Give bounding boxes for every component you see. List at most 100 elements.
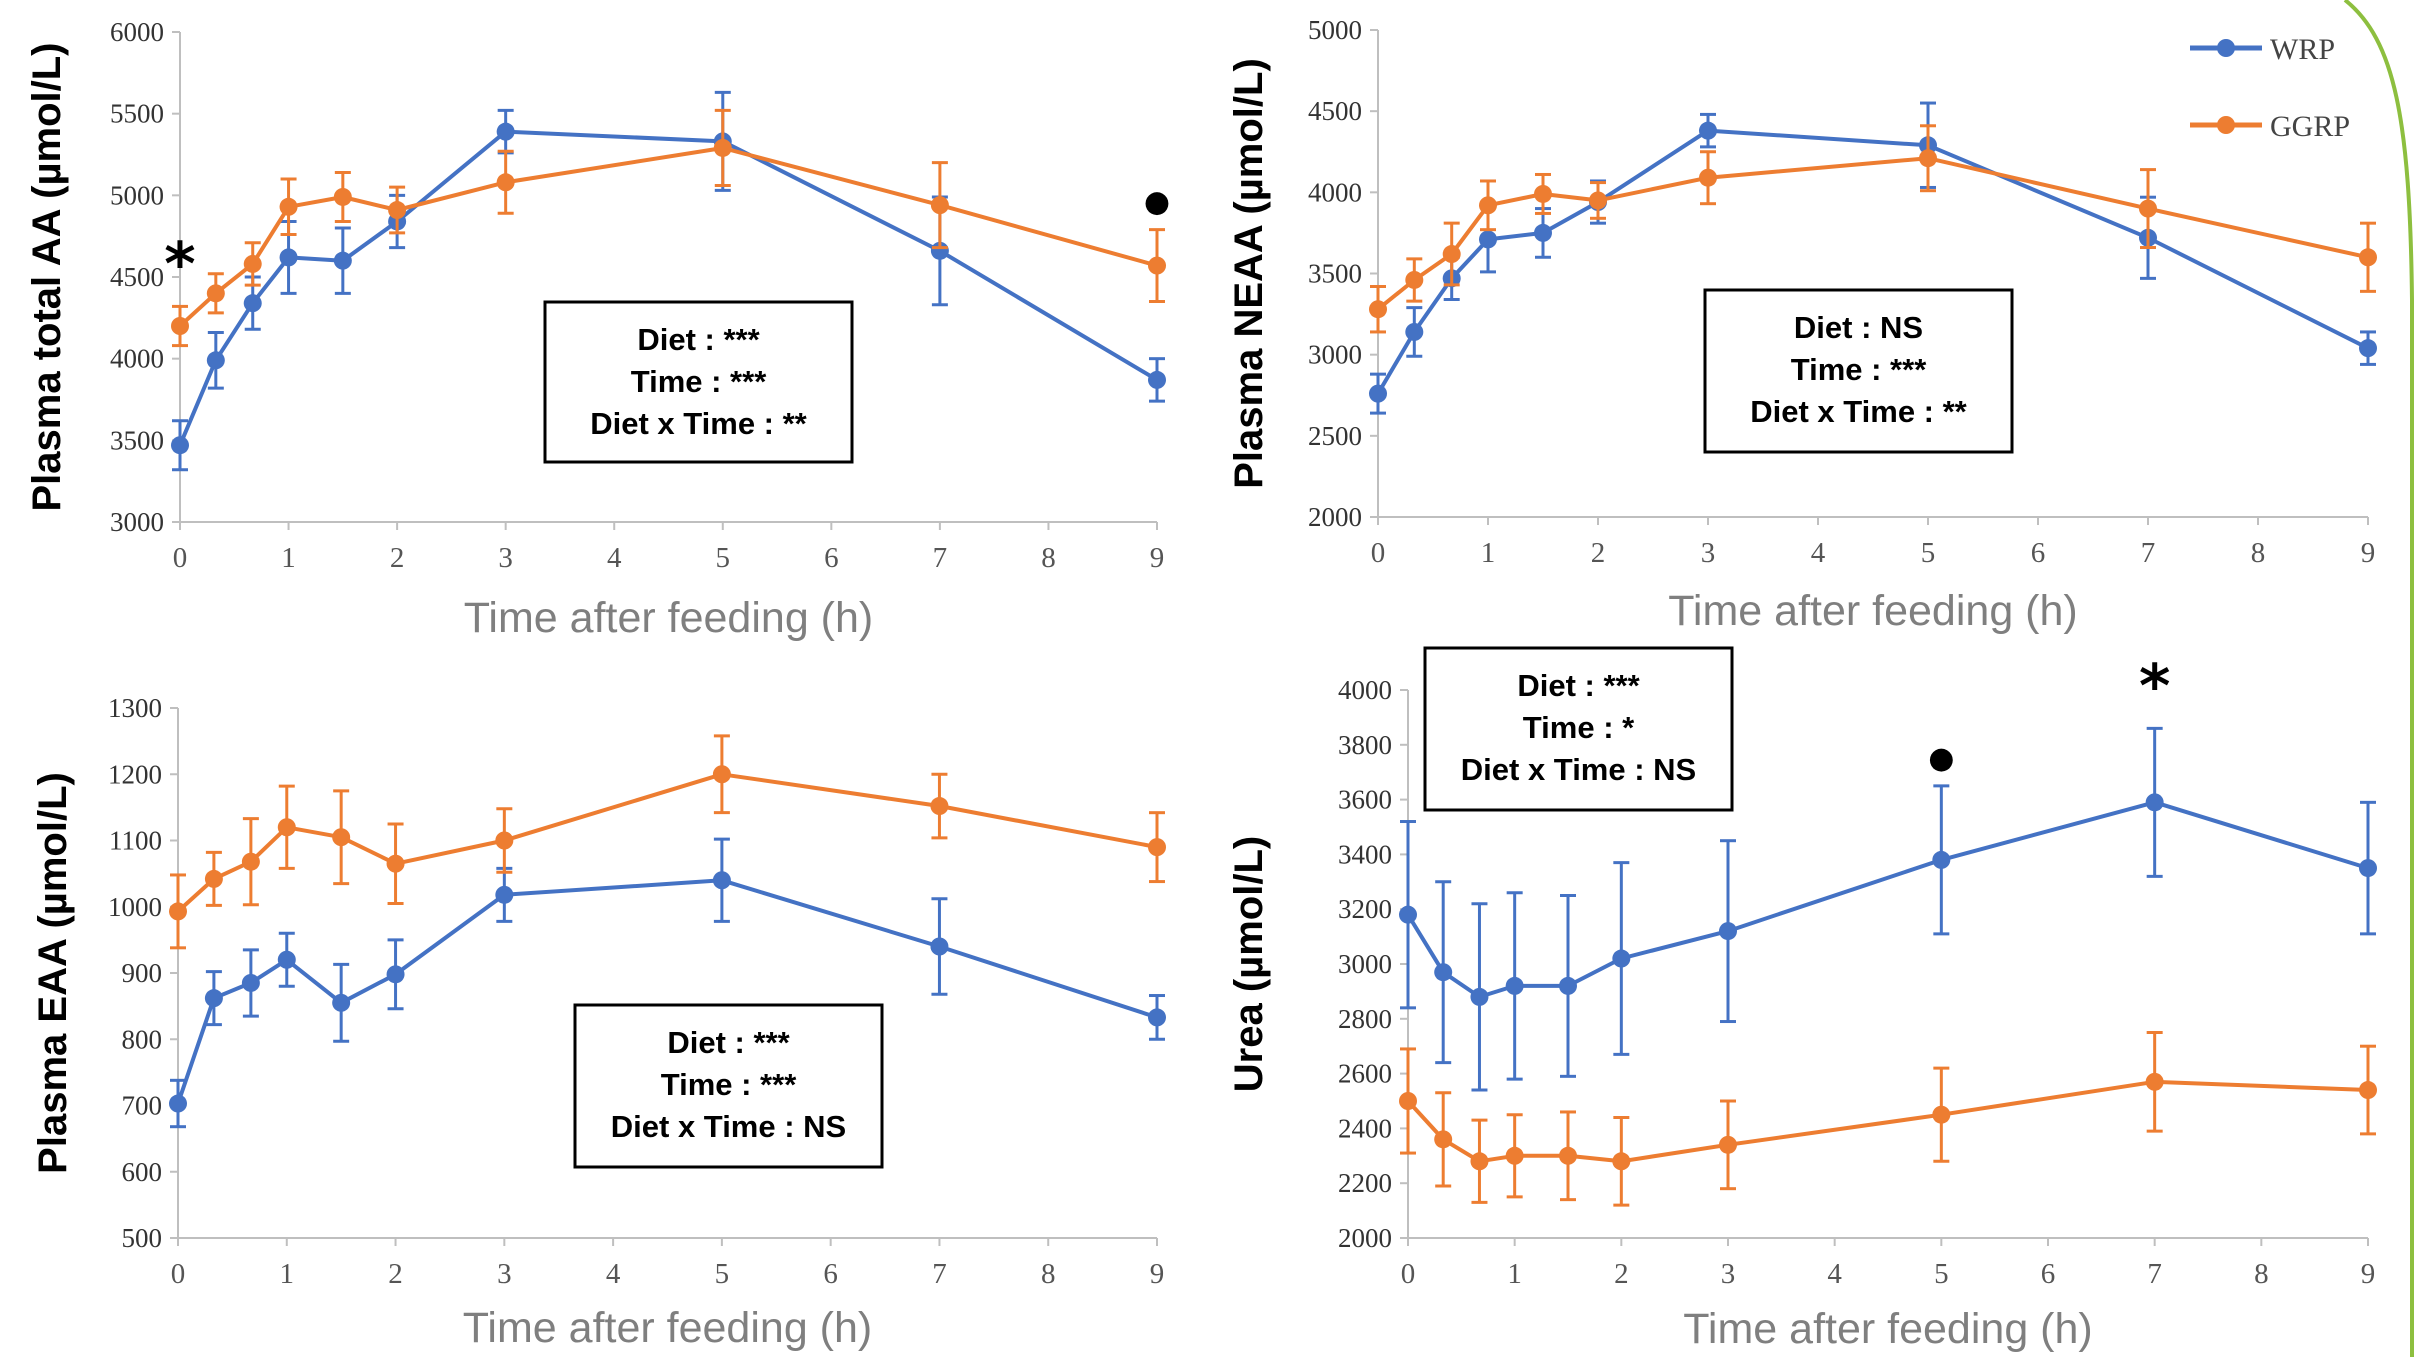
data-point <box>206 351 225 370</box>
x-tick-label: 0 <box>173 542 188 574</box>
stats-box-line: Diet : *** <box>667 1025 790 1060</box>
data-point <box>496 122 515 141</box>
series-ggrp <box>169 734 1166 950</box>
y-tick-label: 5000 <box>1308 15 1362 45</box>
series-line <box>176 772 1158 913</box>
x-tick-label: 6 <box>823 1258 838 1290</box>
y-tick-label: 900 <box>122 958 163 988</box>
data-point <box>2359 1081 2377 1100</box>
y-tick-label: 4500 <box>110 262 164 292</box>
y-tick-label: 3000 <box>110 507 164 537</box>
stats-box-line: Diet x Time : NS <box>611 1109 846 1144</box>
stats-box-line: Diet x Time : ** <box>590 406 807 441</box>
x-axis-title: Time after feeding (h) <box>463 1304 872 1352</box>
x-tick-label: 3 <box>1701 537 1716 569</box>
legend-label: GGRP <box>2270 110 2350 143</box>
data-point <box>386 854 405 873</box>
data-point <box>169 1094 187 1113</box>
y-tick-label: 4000 <box>1308 177 1362 207</box>
y-tick-label: 1000 <box>108 892 162 922</box>
data-point <box>1559 976 1577 995</box>
y-axis-title: Plasma NEAA (µmol/L) <box>1227 58 1271 489</box>
data-point <box>1919 149 1937 168</box>
x-axis-title: Time after feeding (h) <box>1668 587 2077 635</box>
stats-box-line: Time : *** <box>1791 352 1927 387</box>
legend-swatch-marker <box>2217 116 2235 134</box>
x-tick-label: 0 <box>1371 537 1386 569</box>
data-point <box>277 818 296 837</box>
data-point <box>386 965 405 984</box>
y-axis-title: Urea (µmol/L) <box>1227 836 1271 1092</box>
y-tick-label: 6000 <box>110 17 164 47</box>
y-axis-title: Plasma EAA (µmol/L) <box>31 772 75 1174</box>
x-tick-label: 0 <box>1401 1258 1416 1290</box>
y-tick-label: 3500 <box>1308 259 1362 289</box>
y-tick-label: 4000 <box>1338 675 1392 705</box>
data-point <box>332 828 351 847</box>
data-point <box>243 294 262 313</box>
significance-marker: ● <box>1144 185 1170 220</box>
data-point <box>1405 270 1424 289</box>
x-tick-label: 2 <box>1591 537 1606 569</box>
series-line <box>178 146 1158 328</box>
x-tick-label: 5 <box>716 542 731 574</box>
x-tick-label: 6 <box>2041 1258 2056 1290</box>
series-ggrp <box>1369 124 2377 334</box>
stats-box-line: Diet x Time : ** <box>1750 394 1967 429</box>
x-tick-label: 8 <box>2251 537 2266 569</box>
legend: WRP GGRP <box>2190 33 2350 143</box>
data-point <box>1148 256 1166 275</box>
x-tick-label: 7 <box>2147 1258 2162 1290</box>
x-tick-label: 7 <box>2141 537 2156 569</box>
data-point <box>1932 850 1951 869</box>
x-tick-label: 4 <box>1827 1258 1842 1290</box>
data-point <box>206 284 225 303</box>
legend-swatch-marker <box>2217 39 2235 57</box>
data-point <box>1589 191 1607 210</box>
stats-box <box>1703 288 2014 454</box>
y-tick-label: 2600 <box>1338 1059 1392 1089</box>
data-point <box>243 254 262 273</box>
legend-label: WRP <box>2270 33 2335 66</box>
data-point <box>1699 168 1717 187</box>
y-tick-label: 500 <box>122 1223 163 1253</box>
y-tick-label: 3000 <box>1308 340 1362 370</box>
x-tick-label: 9 <box>2361 1258 2376 1290</box>
data-point <box>930 797 949 816</box>
data-point <box>1505 1146 1524 1165</box>
data-point <box>1399 1092 1417 1110</box>
data-point <box>1470 987 1489 1006</box>
x-tick-label: 1 <box>280 1258 295 1290</box>
stats-box-line: Time : *** <box>661 1067 797 1102</box>
y-tick-label: 1100 <box>109 826 162 856</box>
data-point <box>1470 1152 1489 1171</box>
data-point <box>241 973 260 992</box>
data-point <box>279 248 298 267</box>
y-tick-label: 3800 <box>1338 730 1392 760</box>
series-line <box>1406 1079 2369 1164</box>
data-point <box>713 138 732 157</box>
chart-panel-3: 500 600 700 800 900 1000 1100 1200 1300 0 1 2 3 4 5 6 7 8… <box>31 693 1166 1352</box>
y-tick-label: 2000 <box>1308 502 1362 532</box>
x-tick-label: 6 <box>2031 537 2046 569</box>
x-tick-label: 5 <box>715 1258 730 1290</box>
x-tick-label: 3 <box>497 1258 512 1290</box>
data-point <box>930 196 949 215</box>
series-line <box>178 129 1159 446</box>
y-tick-label: 3000 <box>1338 949 1392 979</box>
y-tick-label: 4500 <box>1308 96 1362 126</box>
stats-box-line: Diet : *** <box>1517 668 1640 703</box>
series-wrp <box>169 837 1166 1129</box>
decorative-arc <box>2343 0 2414 1357</box>
series-line <box>1406 800 2369 999</box>
chart-panel-2: 2000 2500 3000 3500 4000 4500 5000 0 1 2 3 4 5 6 7 8 9 Ti… <box>1227 15 2377 635</box>
data-point <box>204 869 223 888</box>
y-tick-label: 3600 <box>1338 785 1392 815</box>
x-tick-label: 2 <box>388 1258 403 1290</box>
x-tick-label: 8 <box>1041 542 1056 574</box>
x-tick-label: 8 <box>1041 1258 1056 1290</box>
series-line <box>1376 128 2369 395</box>
data-point <box>333 187 352 206</box>
series-ggrp <box>171 108 1166 348</box>
